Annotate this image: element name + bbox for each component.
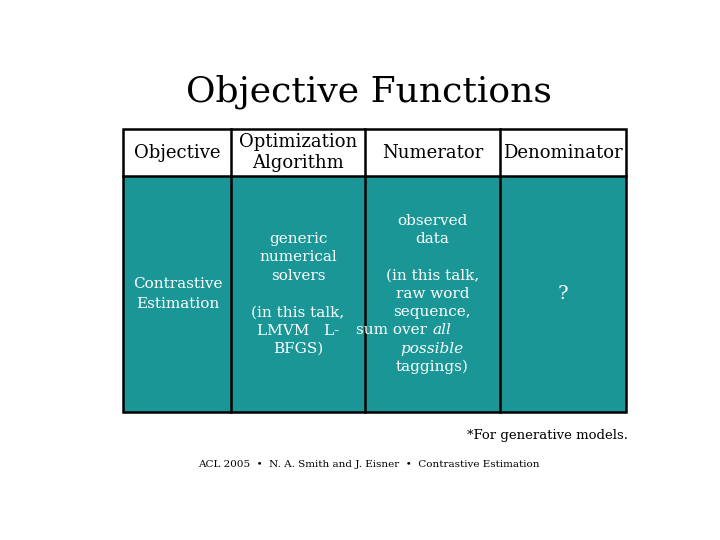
Text: possible: possible (401, 342, 464, 356)
Text: ACL 2005  •  N. A. Smith and J. Eisner  •  Contrastive Estimation: ACL 2005 • N. A. Smith and J. Eisner • C… (198, 460, 540, 469)
Text: Optimization
Algorithm: Optimization Algorithm (239, 133, 357, 172)
Bar (500, 176, 626, 412)
Bar (124, 129, 231, 176)
Bar (364, 176, 500, 412)
Text: generic
numerical
solvers

(in this talk,
LMVM   L-
BFGS): generic numerical solvers (in this talk,… (251, 232, 345, 356)
Text: (in this talk,: (in this talk, (386, 269, 479, 282)
Text: data: data (415, 232, 449, 246)
Text: raw word: raw word (395, 287, 469, 301)
Bar (124, 129, 626, 412)
Text: Contrastive
Estimation: Contrastive Estimation (132, 277, 222, 310)
Text: sum over: sum over (356, 323, 432, 338)
Bar (231, 176, 364, 412)
Bar (231, 129, 364, 176)
Text: Objective Functions: Objective Functions (186, 75, 552, 109)
Text: all: all (432, 323, 451, 338)
Text: Objective: Objective (134, 144, 221, 161)
Bar (124, 176, 231, 412)
Text: Denominator: Denominator (503, 144, 623, 161)
Bar (364, 129, 500, 176)
Text: taggings): taggings) (396, 360, 469, 374)
Text: *For generative models.: *For generative models. (467, 429, 629, 442)
Text: ?: ? (557, 285, 568, 303)
Text: observed: observed (397, 214, 467, 228)
Text: sequence,: sequence, (394, 305, 471, 319)
Text: Numerator: Numerator (382, 144, 483, 161)
Bar (500, 129, 626, 176)
